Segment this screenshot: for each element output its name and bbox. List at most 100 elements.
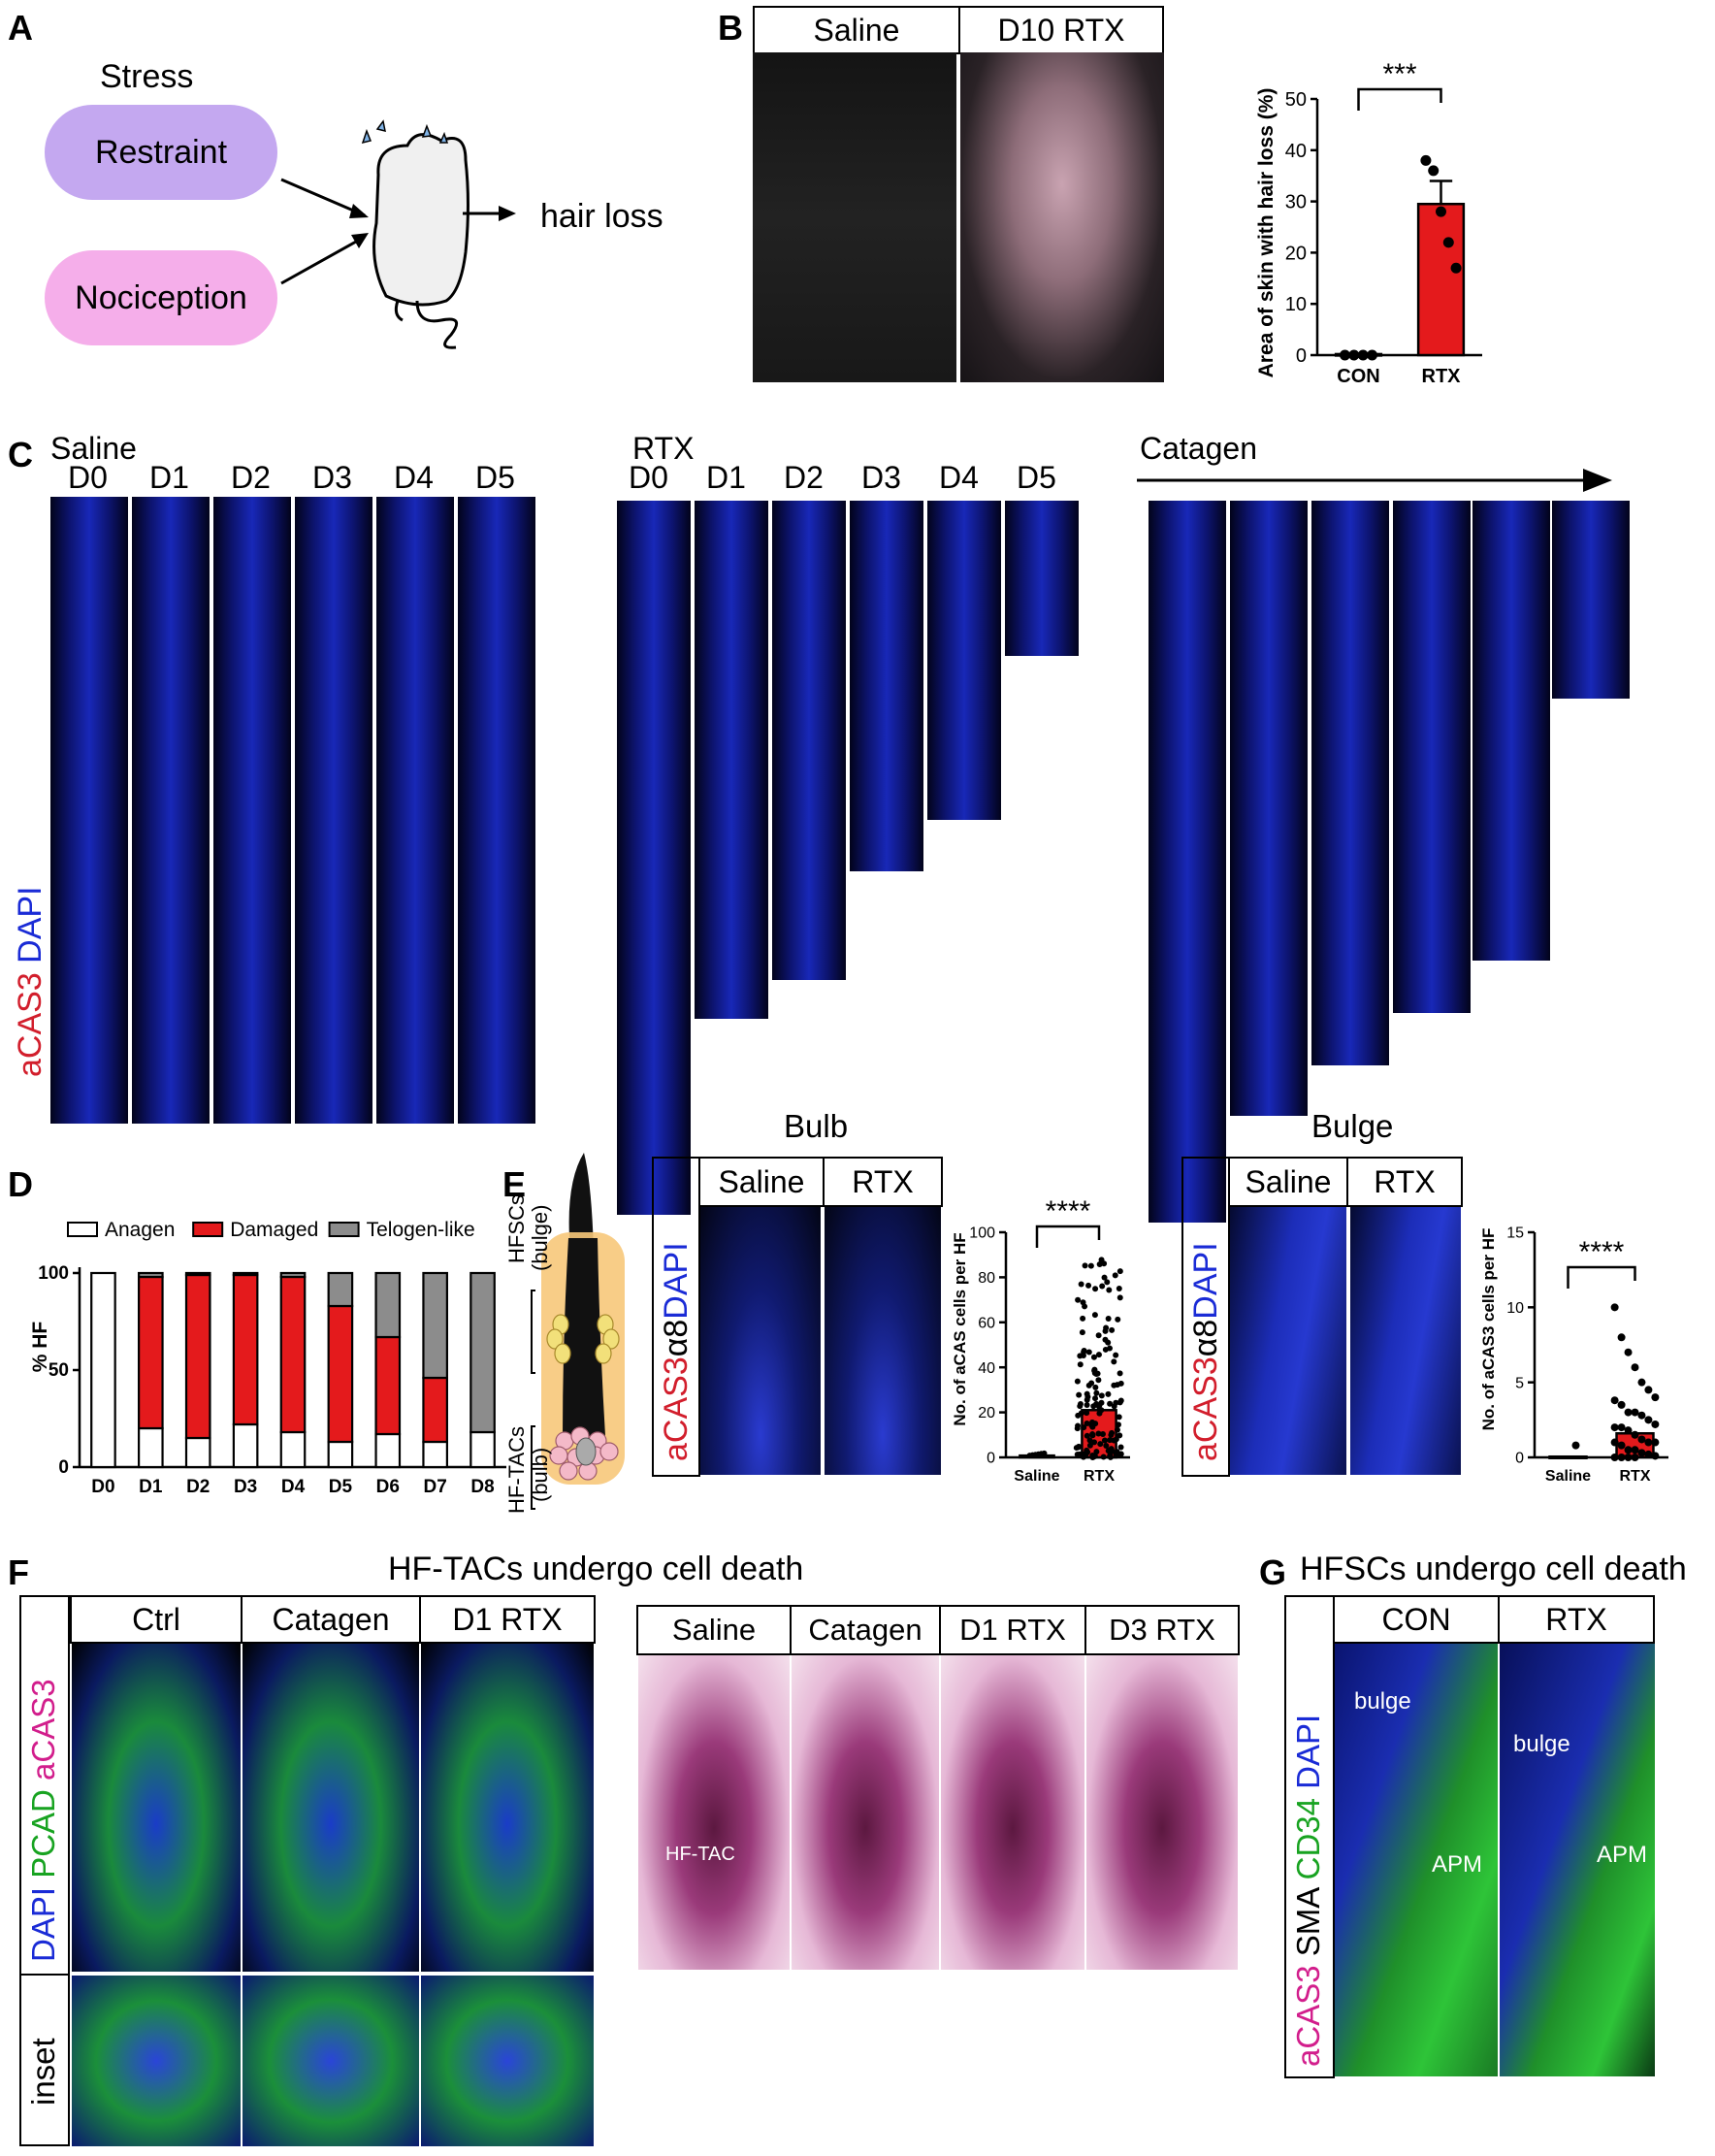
y-tick-label: 5 xyxy=(1515,1375,1524,1391)
data-point xyxy=(1115,1316,1121,1323)
e-bulb-header-saline-text: Saline xyxy=(718,1163,805,1199)
data-point xyxy=(1420,154,1432,166)
data-point xyxy=(1093,1389,1100,1396)
data-point xyxy=(1103,1443,1110,1450)
f-if-micro-2 xyxy=(421,1644,594,1972)
c-micro-catagen-5 xyxy=(1552,501,1630,699)
data-point xyxy=(1348,349,1360,361)
data-point xyxy=(1116,1432,1123,1439)
g-stain-label: aCAS3 SMA CD34 DAPI xyxy=(1290,1715,1327,2067)
data-point xyxy=(1083,1451,1089,1457)
data-point xyxy=(1116,1268,1123,1275)
f-he-header-2: D1 RTX xyxy=(939,1605,1086,1655)
data-point xyxy=(1091,1439,1098,1446)
e-bulge-chart: No. of aCAS3 cells per HF 0 5 10 15 Saline RT… xyxy=(1479,1225,1668,1485)
significance-bracket xyxy=(1035,1225,1101,1248)
data-point xyxy=(1091,1312,1098,1319)
c-day-saline-d3: D3 xyxy=(312,460,352,495)
data-point xyxy=(1624,1446,1633,1454)
c-micro-catagen-4 xyxy=(1472,501,1550,961)
hair-loss-label: hair loss xyxy=(540,198,663,235)
data-point xyxy=(1101,1274,1108,1281)
e-bulb-stain-blue: DAPI xyxy=(658,1242,695,1320)
arrow-restraint xyxy=(280,178,366,217)
data-point xyxy=(1116,1370,1123,1377)
arrow-nociception xyxy=(280,235,366,285)
catagen-arrow xyxy=(1137,469,1612,492)
data-point xyxy=(1077,1361,1084,1368)
e-bulb-chart-bars xyxy=(1019,1257,1124,1460)
data-point xyxy=(1073,1445,1080,1452)
g-stain-magenta: aCAS3 xyxy=(1290,1965,1326,2067)
x-tick-label: D2 xyxy=(186,1477,210,1494)
stack-anagen xyxy=(327,1440,354,1469)
g-header-con-text: CON xyxy=(1381,1601,1451,1637)
c-micro-saline-3 xyxy=(295,497,372,1124)
c-stain-blue: DAPI xyxy=(12,886,49,964)
bar-rtx xyxy=(1416,202,1466,357)
data-point xyxy=(1101,1260,1108,1267)
e-bulge-title: Bulge xyxy=(1311,1108,1394,1144)
schematic-hfsc-text: HFSCs xyxy=(504,1194,529,1263)
significance-bracket xyxy=(1567,1265,1636,1289)
data-point xyxy=(1084,1410,1090,1417)
x-tick-label: RTX xyxy=(1422,366,1462,387)
data-point xyxy=(1095,1430,1102,1437)
data-point xyxy=(1112,1272,1118,1279)
legend-label: Damaged xyxy=(230,1219,318,1241)
e-bulge-stain-red: aCAS3 xyxy=(1187,1356,1224,1461)
c-day-rtx-d4: D4 xyxy=(939,460,979,495)
data-point xyxy=(1436,206,1446,217)
stack-anagen xyxy=(184,1436,211,1469)
schematic-hftac-label: HF-TACs xyxy=(504,1426,530,1514)
stack-telogen-like xyxy=(374,1271,402,1339)
e-bulb-header-rtx: RTX xyxy=(823,1157,943,1207)
f-he-header-3: D3 RTX xyxy=(1084,1605,1240,1655)
f-if-inset-2 xyxy=(421,1976,594,2146)
legend-swatch xyxy=(192,1222,224,1237)
f-stain-blue: DAPI xyxy=(25,1886,61,1962)
data-point xyxy=(1101,1437,1108,1444)
data-point xyxy=(1092,1395,1099,1402)
data-point xyxy=(1644,1438,1653,1447)
data-point xyxy=(1087,1262,1094,1269)
c-micro-rtx-2 xyxy=(772,501,846,980)
data-point xyxy=(1571,1441,1580,1450)
y-tick-label: 10 xyxy=(1285,294,1307,315)
legend-label: Telogen-like xyxy=(367,1219,475,1241)
e-bulge-stain-white: α8 xyxy=(1187,1319,1224,1357)
stack-telogen-like xyxy=(469,1271,496,1434)
stack-telogen-like xyxy=(422,1271,448,1380)
data-point xyxy=(1631,1430,1639,1439)
stack-damaged xyxy=(327,1304,354,1444)
x-tick-label: RTX xyxy=(1620,1468,1651,1485)
schematic-bulb-label: (bulb) xyxy=(528,1448,553,1502)
c-day-rtx-d2: D2 xyxy=(784,460,824,495)
y-tick-label: 50 xyxy=(49,1360,69,1381)
c-micro-catagen-2 xyxy=(1311,501,1389,1065)
g-stain-box xyxy=(1284,1595,1335,2078)
y-tick-label: 30 xyxy=(1285,192,1307,213)
x-tick-label: D7 xyxy=(424,1477,447,1494)
data-point xyxy=(1085,1349,1092,1356)
bar-saline xyxy=(1548,1454,1588,1459)
g-header-con: CON xyxy=(1333,1595,1500,1644)
data-point xyxy=(1442,237,1454,248)
panel-letter-g: G xyxy=(1259,1552,1287,1592)
c-day-rtx-d5: D5 xyxy=(1017,460,1056,495)
data-point xyxy=(1109,1326,1116,1333)
y-tick-label: 100 xyxy=(38,1263,69,1284)
b-chart: Area of skin with hair loss (%) 0 10 20 30 4… xyxy=(1255,58,1482,387)
data-point xyxy=(1617,1454,1626,1461)
c-micro-rtx-4 xyxy=(927,501,1001,820)
data-point xyxy=(1624,1426,1633,1435)
data-point xyxy=(1097,1441,1104,1448)
c-micro-saline-2 xyxy=(213,497,291,1124)
d-chart-ylabel: % HF xyxy=(29,1322,51,1373)
panel-letter-a: A xyxy=(8,8,33,48)
data-point xyxy=(1367,349,1378,361)
c-micro-saline-1 xyxy=(132,497,210,1124)
data-point xyxy=(1098,1399,1105,1406)
c-day-rtx-d3: D3 xyxy=(861,460,901,495)
f-if-header-2: D1 RTX xyxy=(419,1595,596,1644)
